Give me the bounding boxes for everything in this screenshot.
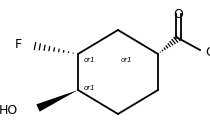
Text: or1: or1	[84, 85, 96, 91]
Text: O: O	[173, 8, 183, 21]
Text: HO: HO	[0, 104, 18, 116]
Text: or1: or1	[121, 57, 133, 63]
Text: F: F	[15, 38, 22, 51]
Polygon shape	[36, 90, 78, 112]
Text: OH: OH	[205, 46, 210, 59]
Text: or1: or1	[84, 57, 96, 63]
